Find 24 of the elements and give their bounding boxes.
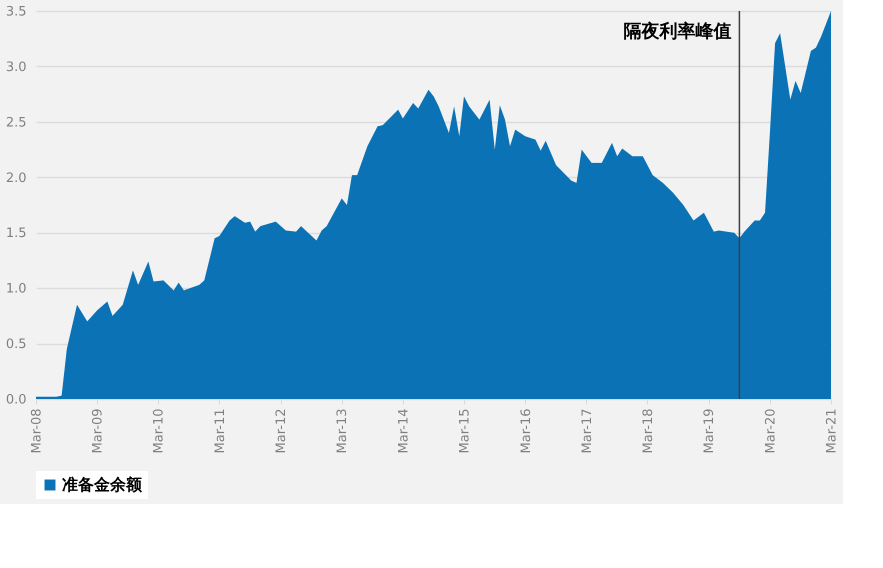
x-tick-label: Mar-13: [335, 408, 350, 454]
y-tick-label: 0.0: [6, 392, 26, 408]
y-tick-label: 3.0: [6, 60, 26, 75]
x-tick-label: Mar-18: [640, 408, 656, 454]
x-tick-label: Mar-12: [274, 408, 290, 454]
y-tick-label: 3.5: [6, 4, 26, 20]
x-tick-label: Mar-17: [580, 408, 595, 454]
y-tick-label: 2.0: [6, 170, 26, 186]
x-tick-label: Mar-16: [518, 408, 534, 454]
y-tick-label: 0.5: [6, 337, 26, 352]
x-tick-label: Mar-08: [30, 408, 44, 454]
x-tick-label: Mar-14: [396, 408, 412, 454]
x-tick-label: Mar-15: [457, 408, 472, 454]
legend-label: 准备金余额: [62, 475, 143, 494]
y-tick-label: 1.5: [6, 226, 26, 242]
x-tick-label: Mar-21: [824, 408, 840, 454]
x-tick-label: Mar-11: [212, 408, 228, 454]
x-tick-label: Mar-09: [90, 408, 106, 454]
x-tick-label: Mar-10: [152, 408, 167, 454]
x-tick-label: Mar-20: [763, 408, 778, 454]
x-tick-label: Mar-19: [702, 408, 718, 454]
y-tick-label: 2.5: [6, 115, 26, 130]
y-tick-label: 1.0: [6, 282, 26, 297]
ref-line-label: 隔夜利率峰值: [623, 21, 732, 42]
